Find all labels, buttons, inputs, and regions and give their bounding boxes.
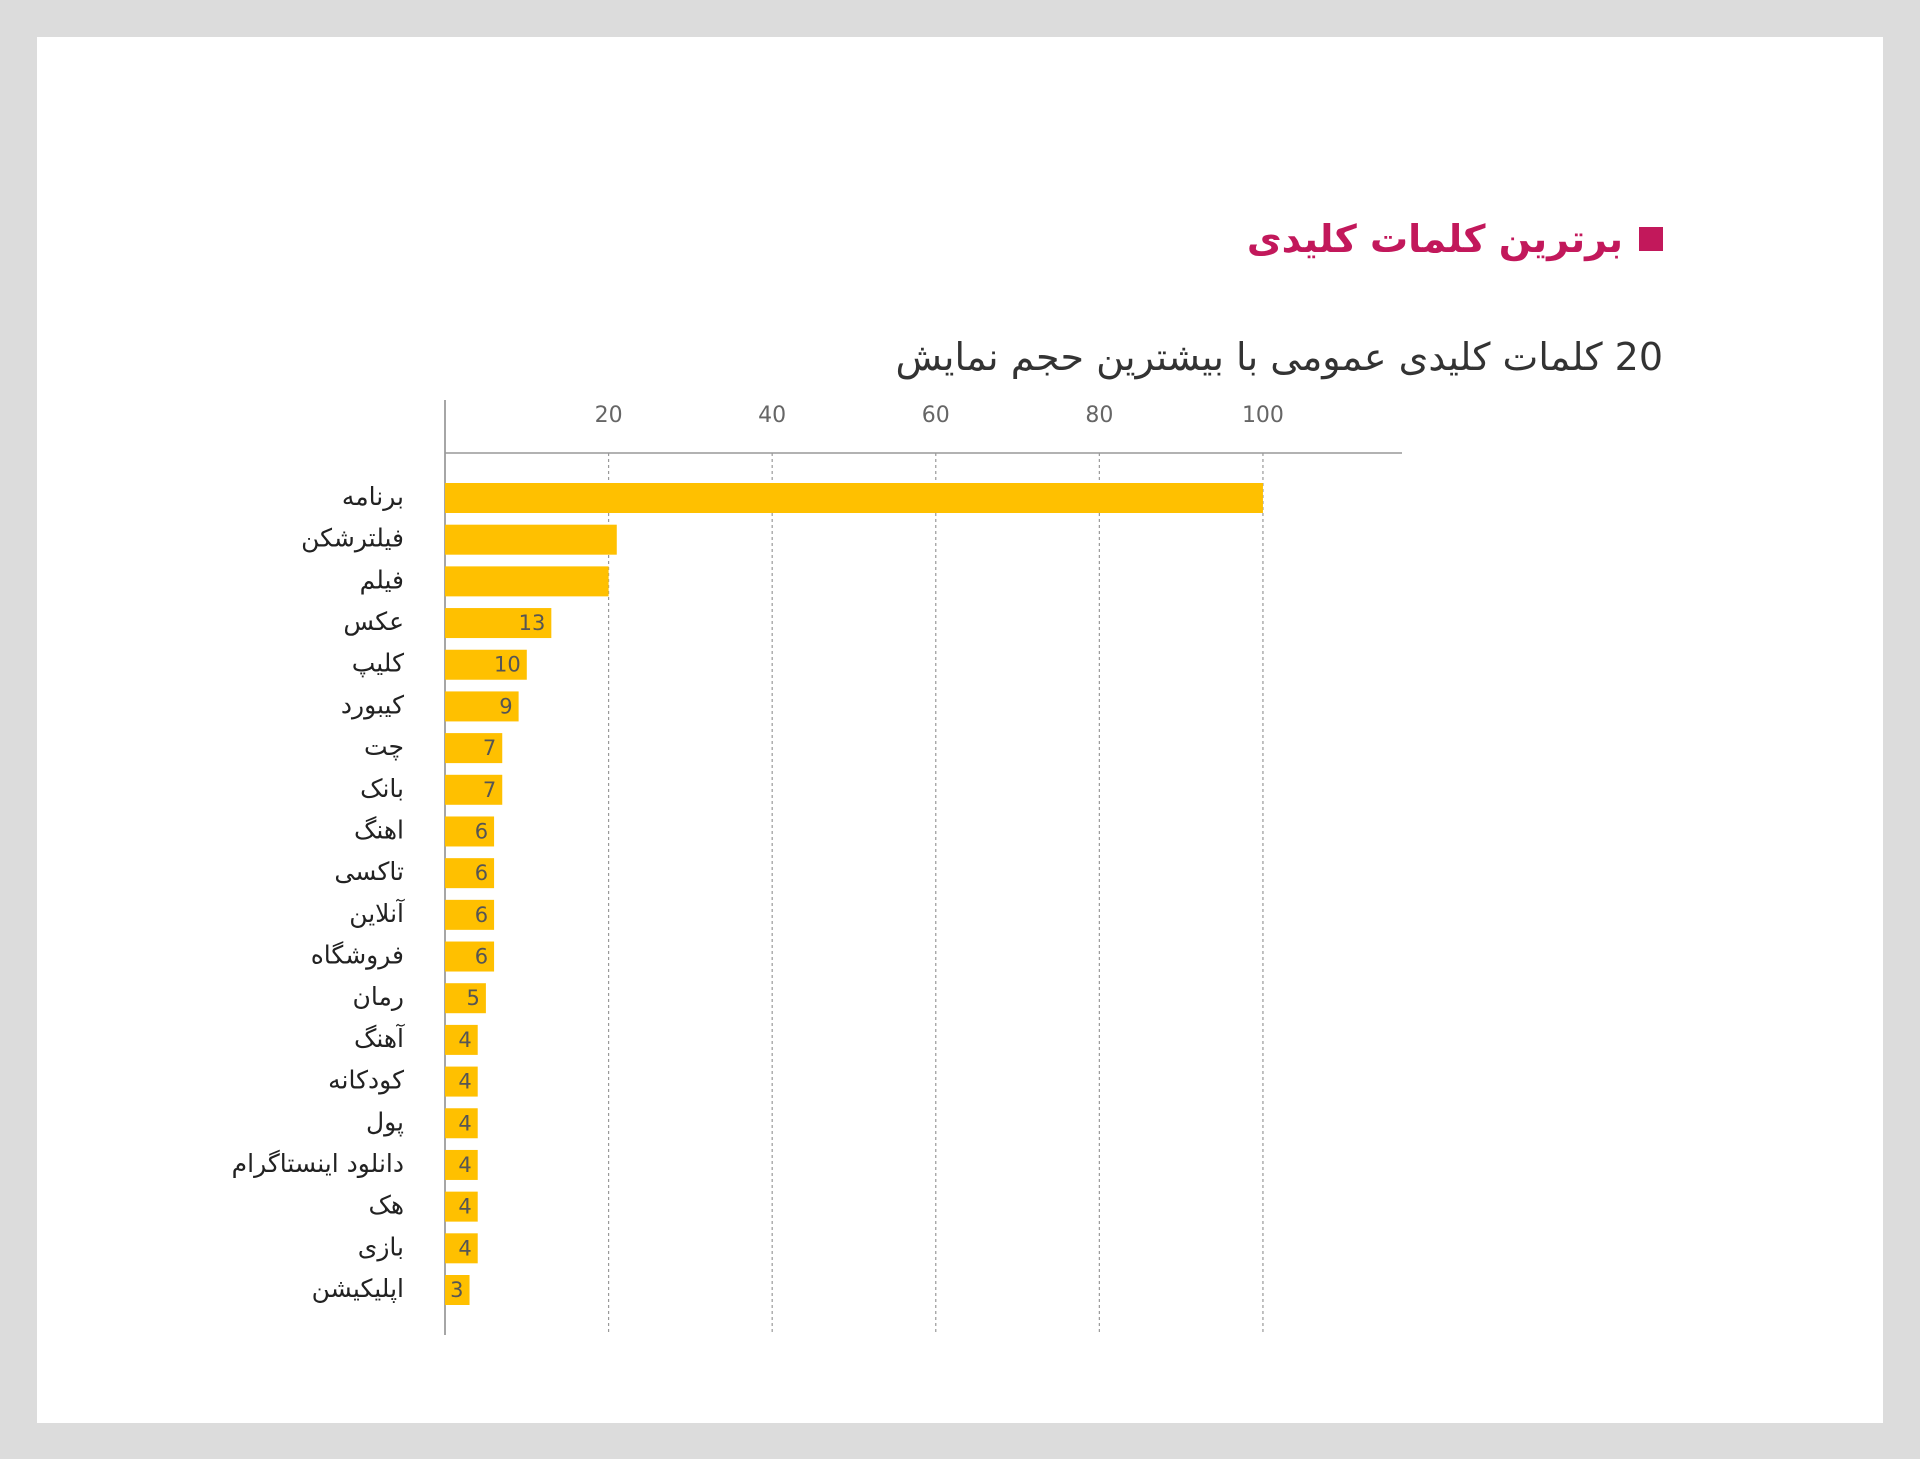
chart-title: برترین کلمات کلیدی [1246,217,1623,261]
data-label: 4 [458,1070,471,1094]
y-tick-label: آنلاین [349,898,405,928]
y-tick-label: رمان [353,982,404,1011]
y-tick-label: فروشگاه [311,941,404,971]
title-marker [1639,227,1663,251]
bar [445,1233,478,1264]
y-tick-label: اهنگ [354,815,404,844]
x-tick-label: 100 [1242,403,1284,428]
data-label: 6 [475,903,488,927]
y-tick-label: عکس [343,607,404,636]
bar [445,858,495,889]
bar [445,941,495,972]
bar [445,1066,478,1097]
bar [445,733,503,764]
chart-subtitle: 20 کلمات کلیدی عمومی با بیشترین حجم نمای… [895,335,1663,379]
bar [445,1024,478,1055]
data-label: 6 [475,861,488,885]
data-label: 4 [458,1111,471,1135]
data-label: 4 [458,1236,471,1260]
y-tick-label: برنامه [342,482,404,511]
bar [445,566,609,597]
bar [445,483,1263,513]
bar [445,1108,478,1139]
y-tick-label: فیلم [360,565,404,595]
y-tick-label: تاکسی [334,857,404,886]
data-label: 6 [475,945,488,969]
y-tick-label: چت [364,732,404,761]
data-label: 4 [458,1153,471,1177]
data-label: 4 [458,1195,471,1219]
bar [445,649,527,680]
data-label: 7 [483,778,496,802]
y-tick-label: هک [368,1191,404,1220]
bar [445,1149,478,1180]
y-tick-label: فیلترشکن [301,524,404,553]
bar [445,524,617,555]
bar [445,608,552,639]
y-tick-label: بانک [360,774,404,803]
card: برترین کلمات کلیدی 20 کلمات کلیدی عمومی … [37,37,1883,1423]
bar [445,1191,478,1222]
bar [445,774,503,805]
y-tick-label: پول [366,1107,404,1136]
y-tick-label: بازی [358,1232,404,1261]
chart-title-box: برترین کلمات کلیدی [1247,217,1663,261]
y-tick-label: کودکانه [328,1066,404,1095]
y-tick-label: اپلیکیشن [312,1274,404,1303]
data-label: 13 [519,611,546,635]
data-label: 7 [483,736,496,760]
x-tick-label: 60 [922,403,950,428]
y-tick-label: آهنگ [354,1023,405,1053]
data-label: 10 [494,653,521,677]
y-tick-label: کیبورد [341,690,404,719]
y-tick-label: دانلود اینستاگرام [232,1149,404,1178]
bar [445,983,486,1014]
bar [445,899,495,930]
x-tick-label: 40 [758,403,786,428]
data-label: 9 [499,694,512,718]
bar [445,816,495,847]
data-label: 6 [475,819,488,843]
y-tick-label: کلیپ [352,649,404,678]
bar [445,1275,470,1305]
data-label: 3 [450,1278,463,1302]
data-label: 5 [467,986,480,1010]
bar [445,691,519,722]
x-tick-label: 80 [1085,403,1113,428]
data-label: 4 [458,1028,471,1052]
x-tick-label: 20 [595,403,623,428]
